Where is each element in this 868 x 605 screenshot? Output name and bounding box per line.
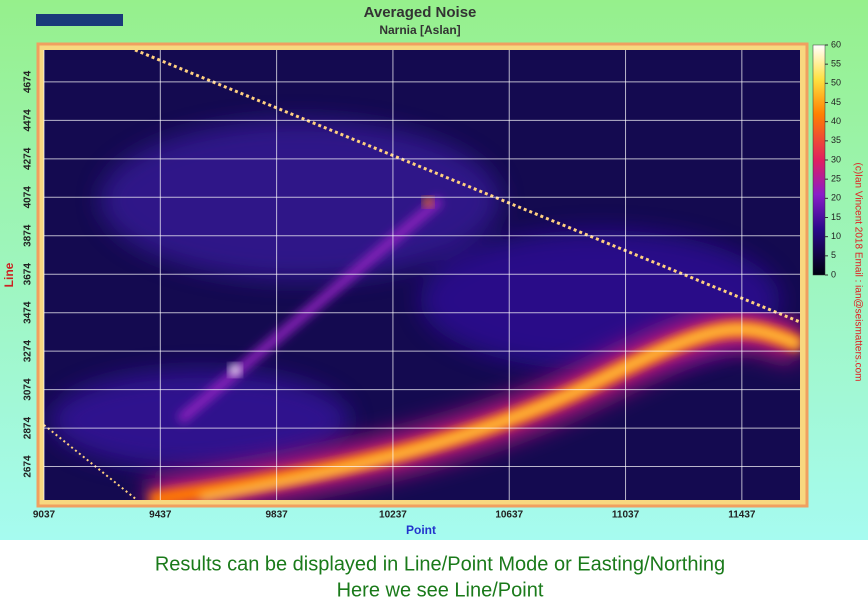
colorbar-tick-label: 20 xyxy=(831,193,841,203)
credit: (c)Ian Vincent 2018 Email : ian@seismatt… xyxy=(852,163,863,382)
y-tick-label: 2874 xyxy=(23,417,34,440)
heatmap xyxy=(44,50,800,500)
y-tick-label: 4274 xyxy=(23,147,34,170)
caption-line: Results can be displayed in Line/Point M… xyxy=(155,553,725,575)
colorbar-tick-label: 15 xyxy=(831,212,841,222)
colorbar-tick-label: 10 xyxy=(831,231,841,241)
x-tick-label: 9837 xyxy=(265,510,288,521)
y-tick-label: 2674 xyxy=(23,455,34,478)
y-axis-label: Line xyxy=(2,262,16,287)
y-tick-label: 4074 xyxy=(23,186,34,209)
y-tick-label: 3674 xyxy=(23,263,34,286)
colorbar-tick-label: 55 xyxy=(831,59,841,69)
colorbar-tick-label: 60 xyxy=(831,39,841,49)
x-axis-label: Point xyxy=(406,523,436,537)
colorbar-tick-label: 30 xyxy=(831,154,841,164)
x-tick-label: 10237 xyxy=(379,510,407,521)
colorbar-tick-label: 40 xyxy=(831,116,841,126)
colorbar-tick-label: 25 xyxy=(831,174,841,184)
colorbar-tick-label: 5 xyxy=(831,250,836,260)
y-tick-label: 3874 xyxy=(23,224,34,247)
x-tick-label: 10637 xyxy=(495,510,523,521)
chart-subtitle: Narnia [Aslan] xyxy=(379,23,460,37)
colorbar xyxy=(812,44,826,276)
colorbar-tick-label: 45 xyxy=(831,97,841,107)
caption-background xyxy=(0,540,868,605)
caption-line: Here we see Line/Point xyxy=(337,579,544,601)
x-tick-label: 9437 xyxy=(149,510,172,521)
x-tick-label: 11437 xyxy=(728,510,756,521)
colorbar-tick-label: 0 xyxy=(831,269,836,279)
y-tick-label: 3474 xyxy=(23,301,34,324)
colorbar-tick-label: 50 xyxy=(831,78,841,88)
y-tick-label: 3074 xyxy=(23,378,34,401)
y-tick-label: 4674 xyxy=(23,70,34,93)
y-tick-label: 3274 xyxy=(23,340,34,363)
x-tick-label: 11037 xyxy=(612,510,640,521)
chart-title: Averaged Noise xyxy=(364,4,477,21)
x-tick-label: 9037 xyxy=(33,510,56,521)
y-tick-label: 4474 xyxy=(23,109,34,132)
logo xyxy=(36,14,123,26)
colorbar-tick-label: 35 xyxy=(831,135,841,145)
